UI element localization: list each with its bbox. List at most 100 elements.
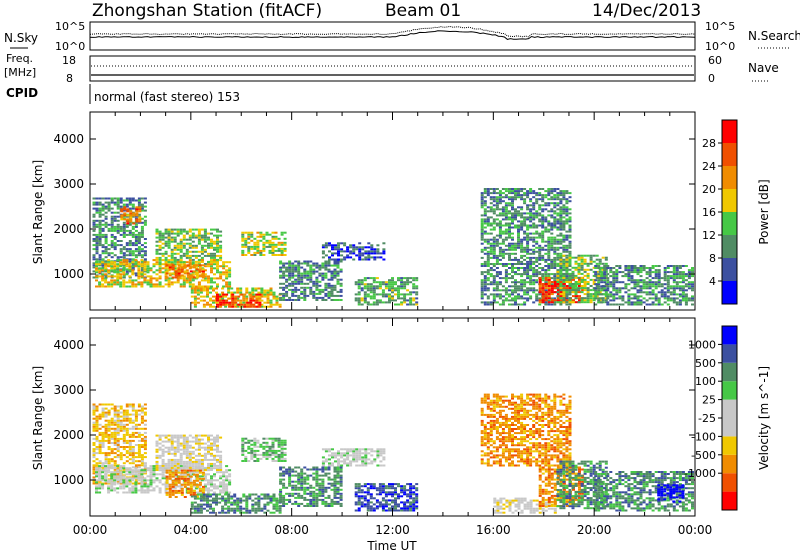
heatmap-cell	[188, 263, 192, 266]
heatmap-cell	[182, 236, 186, 239]
heatmap-cell	[92, 421, 96, 424]
heatmap-cell	[140, 444, 144, 446]
heatmap-cell	[95, 285, 98, 288]
heatmap-cell	[666, 275, 670, 278]
date-label: 14/Dec/2013	[592, 1, 701, 21]
heatmap-cell	[483, 293, 487, 296]
heatmap-cell	[131, 261, 135, 264]
heatmap-cell	[609, 271, 613, 274]
heatmap-cell	[207, 261, 210, 264]
heatmap-cell	[547, 263, 551, 265]
heatmap-cell	[523, 202, 527, 205]
heatmap-cell	[122, 285, 126, 288]
heatmap-cell	[501, 212, 505, 215]
heatmap-cell	[212, 295, 215, 298]
heatmap-cell	[137, 250, 141, 253]
heatmap-cell	[245, 291, 249, 294]
heatmap-cell	[125, 452, 129, 455]
heatmap-cell	[486, 265, 490, 267]
heatmap-cell	[134, 411, 138, 414]
heatmap-cell	[615, 291, 619, 294]
heatmap-cell	[110, 267, 114, 270]
heatmap-cell	[176, 485, 180, 488]
heatmap-cell	[155, 248, 159, 251]
heatmap-cell	[271, 235, 275, 238]
heatmap-cell	[194, 234, 198, 237]
heatmap-cell	[600, 267, 604, 269]
heatmap-cell	[279, 282, 283, 285]
heatmap-cell	[177, 264, 181, 267]
heatmap-cell	[553, 287, 557, 290]
heatmap-cell	[110, 435, 114, 438]
heatmap-cell	[101, 229, 105, 232]
heatmap-cell	[104, 458, 108, 461]
heatmap-cell	[529, 295, 533, 298]
heatmap-cell	[176, 228, 180, 231]
heatmap-cell	[360, 297, 364, 300]
heatmap-cell	[541, 269, 545, 272]
heatmap-cell	[152, 481, 156, 484]
heatmap-cell	[236, 305, 240, 308]
heatmap-cell	[104, 439, 108, 442]
heatmap-cell	[483, 238, 487, 241]
heatmap-cell	[213, 252, 216, 255]
heatmap-cell	[547, 222, 551, 225]
heatmap-cell	[167, 238, 171, 241]
heatmap-cell	[259, 239, 263, 242]
heatmap-cell	[146, 489, 150, 492]
heatmap-cell	[119, 454, 123, 457]
heatmap-cell	[104, 246, 108, 249]
heatmap-cell	[360, 303, 364, 306]
heatmap-cell	[501, 242, 505, 245]
heatmap-cell	[104, 267, 108, 270]
heatmap-cell	[553, 252, 557, 255]
heatmap-cell	[501, 277, 505, 280]
heatmap-cell	[511, 281, 514, 284]
heatmap-cell	[119, 244, 123, 247]
heatmap-cell	[372, 287, 376, 290]
heatmap-cell	[529, 208, 533, 211]
heatmap-cell	[568, 196, 572, 199]
heatmap-cell	[618, 297, 622, 300]
heatmap-cell	[553, 250, 557, 253]
heatmap-cell	[158, 479, 162, 482]
heatmap-cell	[244, 254, 248, 256]
heatmap-cell	[98, 213, 102, 216]
heatmap-cell	[529, 260, 533, 263]
heatmap-cell	[104, 256, 108, 259]
heatmap-cell	[152, 465, 156, 468]
heatmap-cell	[315, 280, 319, 283]
heatmap-cell	[486, 192, 490, 195]
heatmap-cell	[303, 274, 307, 277]
heatmap-cell	[297, 278, 301, 281]
heatmap-cell	[104, 482, 108, 485]
heatmap-cell	[188, 236, 192, 239]
heatmap-cell	[140, 415, 144, 418]
heatmap-cell	[200, 244, 204, 247]
heatmap-cell	[532, 212, 536, 215]
heatmap-cell	[268, 243, 272, 246]
heatmap-cell	[520, 220, 524, 223]
heatmap-cell	[600, 297, 604, 300]
heatmap-cell	[143, 223, 147, 226]
heatmap-cell	[594, 293, 598, 296]
heatmap-cell	[104, 413, 108, 416]
heatmap-cell	[562, 240, 566, 243]
heatmap-cell	[547, 287, 551, 290]
heatmap-cell	[577, 270, 581, 273]
heatmap-cell	[328, 250, 331, 253]
heatmap-cell	[200, 234, 204, 237]
heatmap-cell	[520, 242, 524, 245]
heatmap-cell	[119, 423, 123, 426]
heatmap-cell	[514, 291, 517, 294]
heatmap-cell	[241, 237, 245, 240]
heatmap-cell	[495, 287, 499, 290]
heatmap-cell	[176, 230, 180, 233]
heatmap-cell	[571, 274, 575, 277]
heatmap-cell	[116, 225, 120, 228]
heatmap-cell	[266, 295, 270, 298]
heatmap-cell	[119, 482, 123, 485]
heatmap-cell	[684, 301, 688, 304]
heatmap-cell	[553, 303, 557, 306]
heatmap-cell	[514, 188, 517, 190]
